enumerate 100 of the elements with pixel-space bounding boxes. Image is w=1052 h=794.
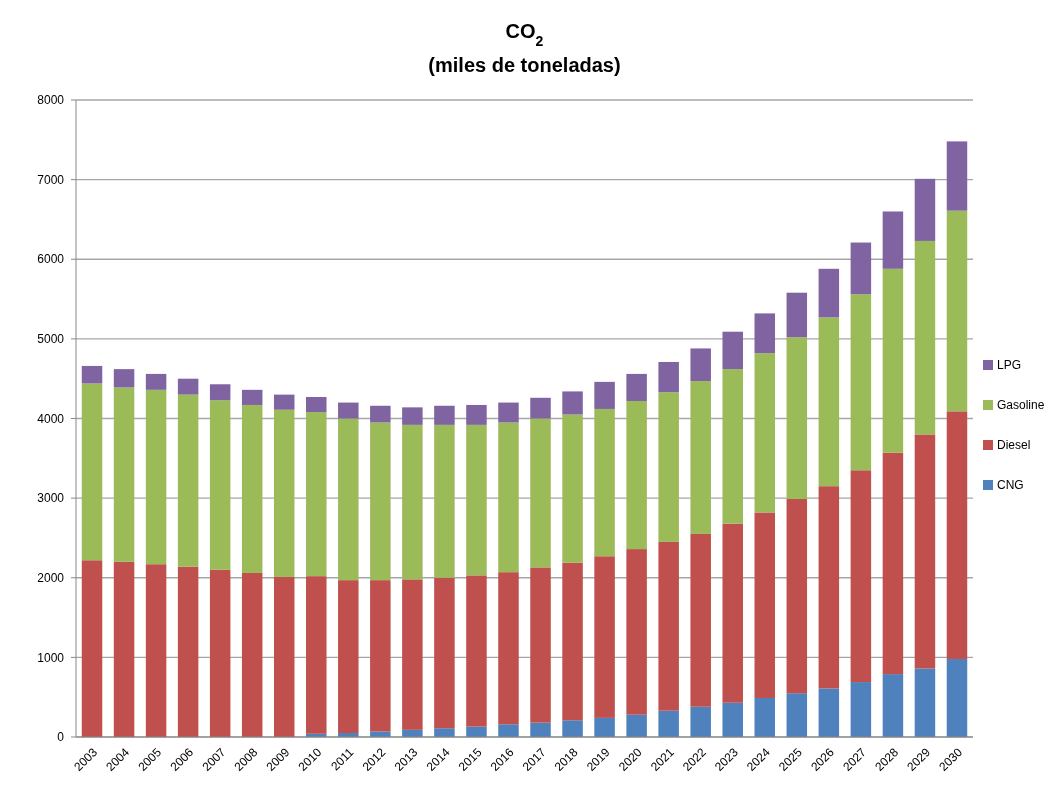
bar <box>498 572 519 725</box>
bar <box>658 392 679 542</box>
bar <box>914 434 936 669</box>
bar <box>370 422 391 581</box>
bar <box>626 714 647 737</box>
bar <box>882 268 904 453</box>
bar <box>754 697 776 737</box>
bar <box>594 381 615 409</box>
bar <box>690 533 711 707</box>
bar <box>658 541 679 711</box>
bar <box>370 580 391 732</box>
y-tick-label: 1000 <box>37 650 65 665</box>
bar <box>273 394 295 410</box>
bar <box>530 722 551 737</box>
legend-label: LPG <box>997 358 1022 373</box>
bar <box>370 405 391 423</box>
bar <box>338 402 359 419</box>
bar <box>594 556 615 718</box>
bar <box>658 710 679 737</box>
bar <box>177 394 199 567</box>
bar <box>754 353 776 513</box>
bar <box>81 365 103 384</box>
y-tick-label: 0 <box>57 730 65 745</box>
bar <box>946 141 968 211</box>
bar <box>786 498 808 694</box>
bar <box>722 331 743 370</box>
legend-label: CNG <box>997 478 1024 493</box>
bar <box>626 400 647 550</box>
bar <box>145 373 167 390</box>
bar <box>754 313 776 354</box>
bar <box>914 668 936 737</box>
bar <box>209 569 231 737</box>
bar <box>530 567 551 723</box>
bar <box>786 693 808 737</box>
bar <box>626 549 647 715</box>
bar <box>498 402 519 423</box>
bar <box>498 422 519 573</box>
bar <box>81 383 103 561</box>
bar <box>434 728 455 737</box>
bar <box>562 720 583 737</box>
bar <box>434 424 455 578</box>
bar <box>786 337 808 499</box>
bar <box>402 424 423 580</box>
bar <box>402 579 423 730</box>
bar <box>113 387 135 562</box>
bar <box>882 674 904 737</box>
bar <box>273 576 295 737</box>
bar <box>113 369 135 388</box>
bar <box>818 486 840 689</box>
bar <box>434 577 455 729</box>
bar <box>530 397 551 419</box>
bar <box>722 702 743 737</box>
bar <box>946 210 968 412</box>
bar <box>562 391 583 415</box>
y-tick-label: 6000 <box>37 252 65 267</box>
bar <box>562 414 583 563</box>
bar <box>722 523 743 703</box>
bar <box>81 560 103 737</box>
bar <box>882 452 904 675</box>
bar <box>338 418 359 581</box>
bar <box>306 397 327 413</box>
bar <box>241 572 263 737</box>
legend-label: Diesel <box>997 438 1031 453</box>
bar <box>466 575 487 727</box>
bar <box>850 470 872 683</box>
bar <box>626 373 647 401</box>
y-tick-label: 4000 <box>37 411 65 426</box>
bar <box>498 724 519 737</box>
bar <box>594 408 615 557</box>
bar <box>946 411 968 659</box>
bar <box>209 400 231 570</box>
y-tick-label: 8000 <box>37 93 65 108</box>
y-tick-label: 2000 <box>37 570 65 585</box>
chart-title: CO$_{2}$ <box>505 20 544 49</box>
bar <box>658 361 679 393</box>
bar <box>850 682 872 737</box>
bar <box>402 407 423 425</box>
bar <box>946 658 968 737</box>
bar <box>306 576 327 734</box>
bar <box>306 412 327 577</box>
bar <box>370 731 391 737</box>
bar <box>466 424 487 576</box>
bar <box>594 717 615 737</box>
bar <box>722 369 743 524</box>
bar <box>177 566 199 737</box>
bar <box>754 512 776 698</box>
bar <box>466 404 487 425</box>
bar <box>273 409 295 577</box>
bar <box>818 317 840 487</box>
chart-subtitle: (miles de toneladas) <box>428 54 621 76</box>
bar <box>177 378 199 395</box>
legend-label: Gasoline <box>997 398 1045 413</box>
bar <box>145 389 167 565</box>
bar <box>241 389 263 405</box>
bar <box>818 688 840 737</box>
bar <box>786 292 808 338</box>
bar <box>338 580 359 734</box>
bar <box>530 418 551 568</box>
bar <box>850 242 872 295</box>
y-tick-label: 5000 <box>37 332 65 347</box>
